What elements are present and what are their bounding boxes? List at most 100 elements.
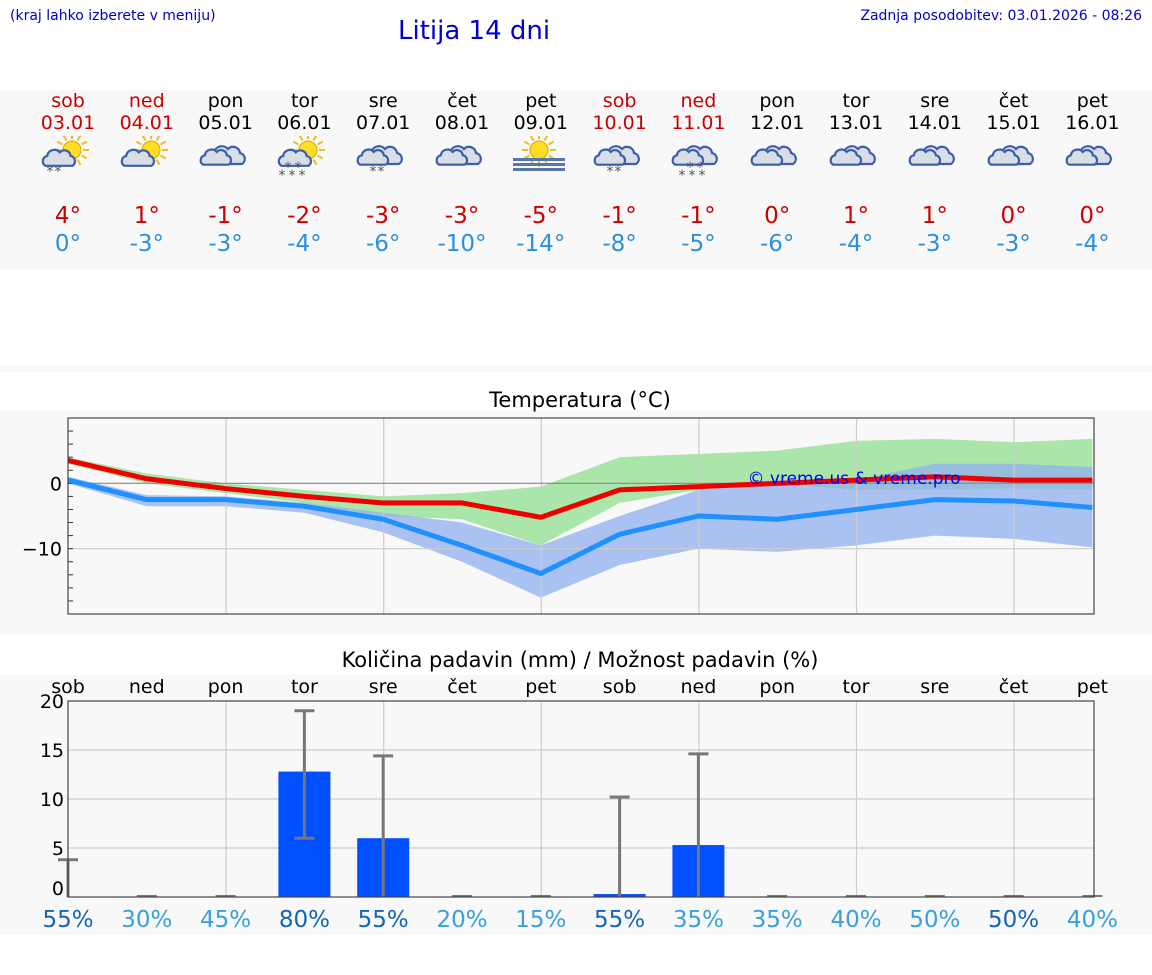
precip-probability: 15% <box>515 907 566 933</box>
precip-probability: 35% <box>752 907 803 933</box>
day-name: ned <box>680 90 717 112</box>
category-label: tor <box>843 676 870 698</box>
temp-min: -3° <box>208 231 243 257</box>
cloudy-icon <box>750 145 798 166</box>
day-date: 05.01 <box>198 112 253 134</box>
temp-min: -6° <box>759 231 795 257</box>
temp-max: 0° <box>1000 203 1027 229</box>
day-name: sob <box>602 90 637 112</box>
day-date: 08.01 <box>434 112 490 134</box>
temperature-chart: 0 −10 © vreme.us & vreme.pro <box>22 417 1095 615</box>
temp-max: 0° <box>1079 203 1106 229</box>
min-temp-range-band <box>68 463 1093 598</box>
category-label: pet <box>525 676 556 698</box>
cloudy-icon <box>1065 145 1113 166</box>
category-label: čet <box>447 676 477 698</box>
day-name: pet <box>525 90 557 112</box>
day-column: pon 05.01 -1° -3° <box>186 90 266 258</box>
day-name: čet <box>447 90 477 112</box>
day-name: ned <box>128 90 165 112</box>
svg-text:*: * <box>606 164 613 180</box>
day-name: sre <box>368 90 398 112</box>
category-label: sob <box>51 676 85 698</box>
svg-text:*: * <box>295 160 302 176</box>
day-name: pon <box>207 90 244 112</box>
svg-text:*: * <box>370 164 377 180</box>
day-name: sob <box>51 90 85 112</box>
svg-text:*: * <box>614 164 621 180</box>
precip-probability: 35% <box>673 907 724 933</box>
day-column: pet 09.01 -5° -14° <box>501 90 581 258</box>
day-column: sre 14.01 1° -3° <box>895 90 975 258</box>
svg-text:*: * <box>699 168 706 184</box>
day-column: sob 03.01 * * 4° 0° <box>28 90 108 258</box>
temp-min: -4° <box>287 231 322 257</box>
day-date: 10.01 <box>592 112 647 134</box>
precipitation-chart: sob ned pon tor sre čet pet sob ned pon tor sre čet p… <box>40 676 1118 933</box>
day-name: tor <box>290 90 318 112</box>
category-label: ned <box>129 676 165 698</box>
temp-min: -4° <box>1075 231 1110 257</box>
temp-max: -3° <box>444 203 480 229</box>
precipitation-chart-title: Količina padavin (mm) / Možnost padavin … <box>341 648 819 672</box>
temp-max: -1° <box>208 203 243 229</box>
day-name: pon <box>759 90 796 112</box>
temperature-chart-title: Temperatura (°C) <box>489 388 671 412</box>
location-hint: (kraj lahko izberete v meniju) <box>10 8 216 24</box>
temp-max: 4° <box>54 203 82 229</box>
day-column: sre 07.01 * * -3° -6° <box>343 90 423 258</box>
precip-probability: 40% <box>830 907 881 933</box>
temp-max: 1° <box>842 203 870 229</box>
cloudy-icon <box>199 145 246 166</box>
cloud-light-snow-icon: * * <box>356 145 404 180</box>
temp-min: 0° <box>54 231 82 257</box>
y-tick-label: 10 <box>40 789 64 811</box>
temp-min: -6° <box>365 231 401 257</box>
temp-min: -4° <box>838 231 874 257</box>
temp-min: -10° <box>437 231 487 257</box>
temp-max: -3° <box>365 203 401 229</box>
day-name: pet <box>1076 90 1108 112</box>
precip-probability: 55% <box>42 907 93 933</box>
day-date: 03.01 <box>40 112 96 134</box>
temp-min: -3° <box>129 231 165 257</box>
temp-max: 1° <box>921 203 948 229</box>
category-label: sob <box>603 676 637 698</box>
max-temp-line <box>67 458 1093 520</box>
category-label: pet <box>1077 676 1108 698</box>
page-title: Litija 14 dni <box>398 16 551 46</box>
svg-text:*: * <box>689 168 696 184</box>
day-date: 14.01 <box>907 112 962 134</box>
category-label: pon <box>208 676 244 698</box>
cloud-snow-icon: * ** * * <box>671 145 719 184</box>
temp-max: -5° <box>523 203 559 229</box>
category-label: čet <box>999 676 1029 698</box>
precip-probability: 45% <box>200 907 251 933</box>
cloudy-icon <box>829 145 876 166</box>
temp-min: -8° <box>602 231 637 257</box>
daily-forecast-strip: sob 03.01 * * 4° 0° ned 04.01 1° -3° pon 05.01 -1° -3… <box>0 90 1152 270</box>
svg-text:*: * <box>279 168 286 184</box>
temp-max: -1° <box>602 203 637 229</box>
precip-probability: 30% <box>121 907 172 933</box>
svg-text:*: * <box>55 164 62 180</box>
day-date: 13.01 <box>828 112 884 134</box>
day-column: tor 13.01 1° -4° <box>816 90 896 258</box>
cloudy-icon <box>435 145 482 166</box>
day-column: ned 04.01 1° -3° <box>107 90 187 258</box>
temp-max: -2° <box>287 203 322 229</box>
precip-probability: 50% <box>909 907 960 933</box>
y-tick-label: 20 <box>40 691 64 713</box>
cloudy-icon <box>908 145 955 166</box>
y-tick-label: 0 <box>50 473 62 495</box>
day-date: 12.01 <box>749 112 805 134</box>
y-tick-label: 5 <box>52 838 64 860</box>
day-date: 07.01 <box>355 112 411 134</box>
sun-cloud-light-snow-icon: * * <box>41 136 89 180</box>
day-date: 15.01 <box>986 112 1041 134</box>
temp-min: -3° <box>917 231 953 257</box>
day-column: tor 06.01 * * * * * -2° -4° <box>264 90 344 258</box>
day-date: 11.01 <box>671 112 726 134</box>
svg-text:*: * <box>687 160 694 176</box>
separator-band <box>0 366 1152 372</box>
